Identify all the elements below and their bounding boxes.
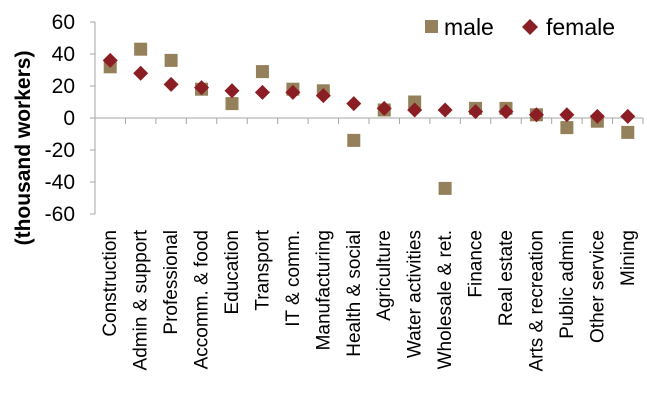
female-point: [346, 96, 362, 112]
female-point: [468, 104, 484, 120]
female-point: [224, 83, 240, 99]
category-label: Public admin: [557, 230, 578, 339]
female-point: [163, 76, 179, 92]
female-point: [498, 104, 514, 120]
y-tick-label: 0: [63, 107, 75, 130]
category-label: Construction: [100, 230, 121, 337]
female-point: [254, 84, 270, 100]
female-point: [133, 65, 149, 81]
female-point: [528, 107, 544, 123]
y-tick-label: 60: [52, 11, 75, 34]
male-point: [408, 95, 422, 109]
category-label: Accomm. & food: [192, 230, 213, 369]
category-label: Arts & recreation: [526, 230, 547, 372]
category-label: Mining: [618, 230, 639, 286]
y-axis: 60 40 20 0 -20 -40 -60: [45, 11, 96, 226]
category-label: IT & comm.: [283, 230, 304, 327]
category-label: Water activities: [405, 230, 426, 358]
female-point: [559, 107, 575, 123]
male-point: [438, 181, 452, 195]
category-label: Agriculture: [374, 230, 395, 321]
female-point: [407, 102, 423, 118]
data-points: [102, 42, 636, 195]
male-point: [164, 53, 178, 67]
category-label: Education: [222, 230, 243, 315]
y-tick-label: 20: [52, 75, 75, 98]
y-tick-label: -40: [45, 171, 75, 194]
y-axis-title: (thousand workers): [12, 51, 35, 246]
category-label: Health & social: [344, 230, 365, 357]
female-point: [620, 108, 636, 124]
legend-label-male: male: [444, 14, 494, 40]
female-point: [376, 100, 392, 116]
legend-label-female: female: [546, 14, 615, 40]
female-point: [194, 80, 210, 96]
x-axis: Construction Admin & support Professional A…: [94, 117, 644, 372]
category-label: Admin & support: [131, 229, 152, 370]
female-point: [102, 52, 118, 68]
category-label: Professional: [161, 230, 182, 335]
legend: male female: [425, 14, 615, 40]
y-tick-label: -20: [45, 139, 75, 162]
category-label: Real estate: [496, 230, 517, 326]
category-label: Wholesale & ret.: [435, 230, 456, 369]
female-point: [437, 102, 453, 118]
male-point: [560, 121, 574, 135]
female-point: [589, 108, 605, 124]
legend-marker-female: [522, 19, 538, 35]
y-tick-label: -60: [45, 203, 75, 226]
male-point: [621, 125, 635, 139]
male-point: [347, 133, 361, 147]
female-point: [315, 88, 331, 104]
male-point: [255, 65, 269, 79]
category-label: Finance: [466, 230, 487, 298]
category-label: Other service: [587, 230, 608, 343]
male-point: [134, 42, 148, 56]
y-tick-label: 40: [52, 43, 75, 66]
female-point: [285, 84, 301, 100]
male-point: [225, 97, 239, 111]
category-label: Manufacturing: [313, 230, 334, 350]
legend-marker-male: [425, 20, 438, 33]
category-label: Transport: [252, 229, 273, 310]
